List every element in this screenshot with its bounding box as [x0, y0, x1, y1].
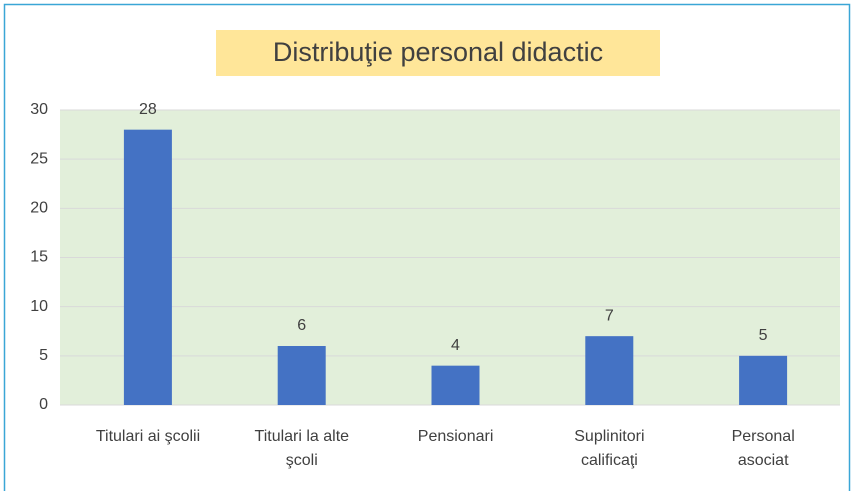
bar: [431, 365, 480, 405]
data-label: 4: [451, 337, 460, 354]
data-label: 5: [759, 327, 768, 344]
y-tick-label: 10: [30, 298, 48, 315]
chart-title: Distribuţie personal didactic: [273, 37, 603, 67]
x-tick-label: Titulari ai şcolii: [95, 428, 201, 445]
bar: [123, 129, 172, 405]
x-tick-label: Pensionari: [417, 428, 494, 445]
data-label: 28: [139, 101, 157, 118]
y-tick-label: 0: [39, 396, 48, 413]
bar: [585, 336, 634, 405]
x-tick-label: Suplinitori calificaţi: [574, 428, 645, 469]
y-tick-label: 30: [30, 101, 48, 118]
data-label: 6: [297, 317, 306, 334]
title-box: [216, 30, 660, 76]
bar: [739, 355, 788, 405]
y-tick-label: 25: [30, 150, 48, 167]
x-tick-label: Titulari la alte şcoli: [254, 428, 350, 469]
data-label: 7: [605, 307, 614, 324]
bar: [277, 346, 326, 405]
y-tick-label: 15: [30, 249, 48, 266]
y-tick-label: 20: [30, 200, 48, 217]
y-tick-label: 5: [39, 347, 48, 364]
x-tick-label: Personal asociat: [731, 428, 795, 469]
